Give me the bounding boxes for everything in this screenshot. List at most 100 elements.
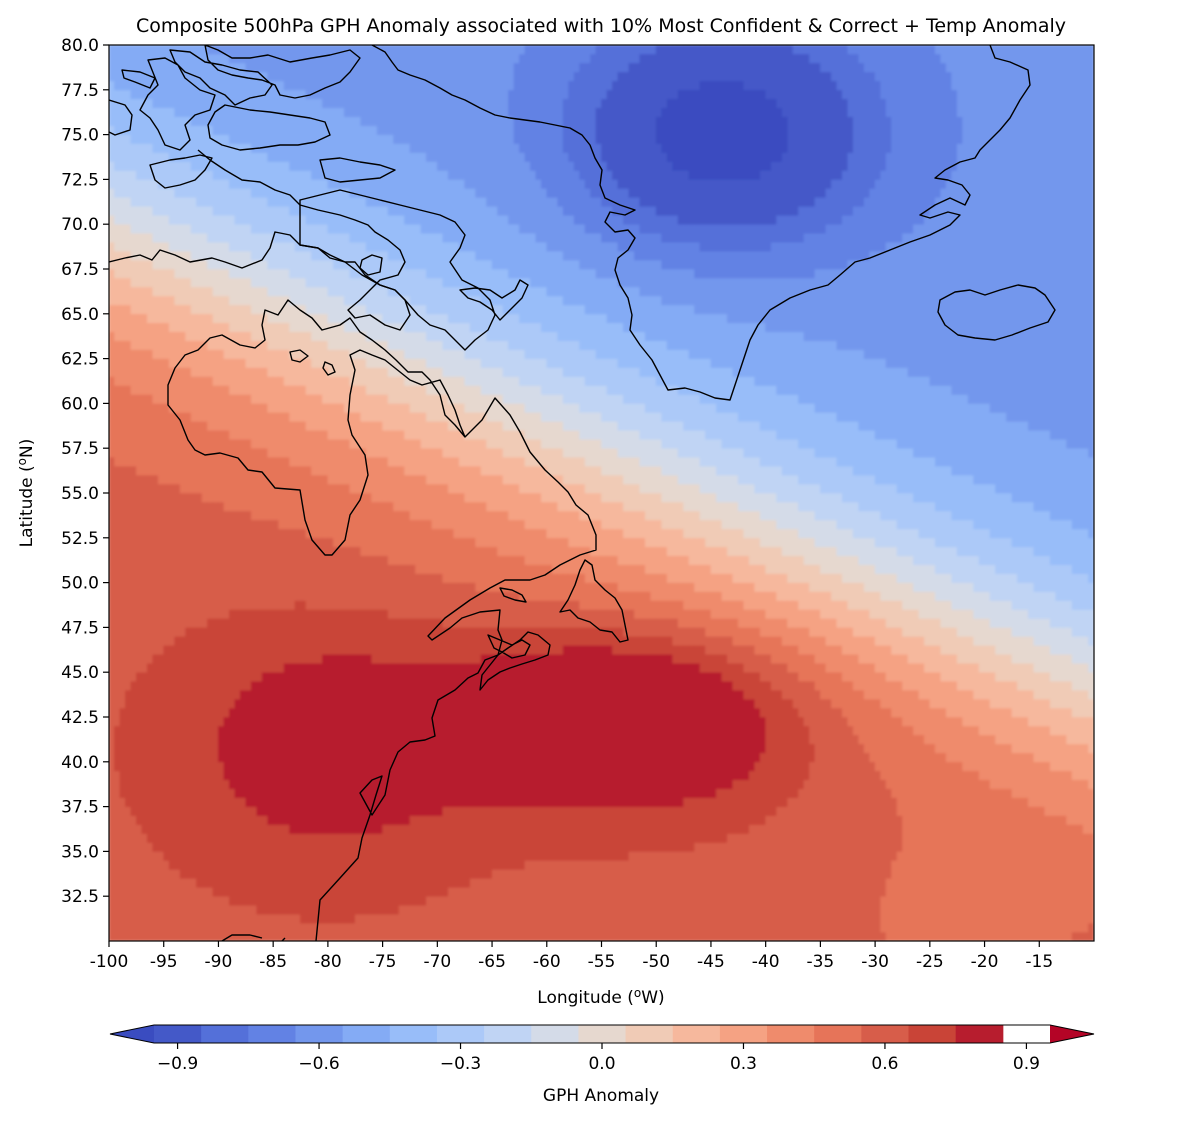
contour-cell xyxy=(333,197,340,207)
contour-cell xyxy=(327,913,334,924)
contour-cell xyxy=(267,331,274,341)
contour-cell xyxy=(338,125,345,135)
contour-cell xyxy=(272,555,279,565)
contour-cell xyxy=(152,134,159,144)
contour-cell xyxy=(218,743,225,754)
contour-cell xyxy=(168,851,175,861)
contour-cell xyxy=(245,223,252,234)
contour-cell xyxy=(376,591,383,601)
contour-cell xyxy=(207,904,214,915)
contour-cell xyxy=(168,877,175,888)
contour-cell xyxy=(223,492,230,503)
contour-cell xyxy=(212,824,219,834)
contour-cell xyxy=(179,779,186,789)
contour-cell xyxy=(283,662,290,673)
contour-cell xyxy=(196,645,203,655)
contour-cell xyxy=(223,376,230,386)
contour-cell xyxy=(344,636,351,646)
contour-cell xyxy=(289,510,296,521)
contour-cell xyxy=(267,429,274,440)
contour-cell xyxy=(157,788,165,798)
contour-cell xyxy=(360,116,367,126)
contour-cell xyxy=(349,232,356,243)
contour-cell xyxy=(157,671,165,682)
contour-cell xyxy=(333,707,340,718)
contour-cell xyxy=(311,627,318,637)
contour-cell xyxy=(311,582,318,592)
contour-cell xyxy=(300,474,307,485)
contour-cell xyxy=(201,98,208,109)
contour-cell xyxy=(229,645,236,655)
contour-cell xyxy=(245,600,252,610)
contour-cell xyxy=(163,734,170,745)
contour-cell xyxy=(272,71,279,82)
contour-cell xyxy=(119,653,126,664)
contour-cell xyxy=(349,519,356,530)
contour-cell xyxy=(360,214,367,225)
contour-cell xyxy=(278,886,285,897)
contour-cell xyxy=(207,842,214,852)
contour-cell xyxy=(152,412,159,422)
contour-cell xyxy=(322,680,329,691)
contour-cell xyxy=(229,474,236,485)
contour-cell xyxy=(201,223,208,234)
contour-cell xyxy=(338,743,345,754)
contour-cell xyxy=(218,716,225,727)
contour-cell xyxy=(179,636,186,646)
contour-cell xyxy=(333,895,340,906)
contour-cell xyxy=(174,241,181,252)
contour-cell xyxy=(109,797,115,807)
contour-cell xyxy=(119,385,126,395)
contour-cell xyxy=(267,349,274,359)
contour-cell xyxy=(256,627,263,637)
contour-cell xyxy=(125,653,132,664)
contour-cell xyxy=(365,707,372,718)
contour-cell xyxy=(240,653,247,664)
contour-cell xyxy=(300,788,307,798)
contour-cell xyxy=(267,376,274,386)
contour-cell xyxy=(333,797,340,807)
contour-cell xyxy=(371,698,378,709)
contour-cell xyxy=(283,582,290,592)
contour-cell xyxy=(294,716,301,727)
contour-cell xyxy=(250,806,258,816)
contour-cell xyxy=(136,438,143,449)
contour-cell xyxy=(207,537,214,548)
contour-cell xyxy=(278,53,285,64)
contour-cell xyxy=(196,806,203,816)
contour-cell xyxy=(185,824,192,834)
contour-cell xyxy=(289,636,296,646)
contour-cell xyxy=(157,689,165,700)
contour-cell xyxy=(267,752,274,763)
contour-cell xyxy=(338,179,345,189)
contour-cell xyxy=(289,98,296,109)
contour-cell xyxy=(311,456,318,467)
contour-cell xyxy=(294,564,301,574)
contour-cell xyxy=(114,725,121,736)
contour-cell xyxy=(119,277,126,288)
contour-cell xyxy=(311,546,318,557)
contour-cell xyxy=(245,277,252,288)
contour-cell xyxy=(305,913,312,924)
contour-cell xyxy=(157,179,165,189)
contour-cell xyxy=(250,877,258,888)
contour-cell xyxy=(152,806,159,816)
contour-cell xyxy=(125,412,132,422)
contour-cell xyxy=(261,125,268,135)
contour-cell xyxy=(316,877,323,888)
contour-cell xyxy=(272,752,279,763)
contour-cell xyxy=(322,62,329,73)
contour-cell xyxy=(218,582,225,592)
contour-cell xyxy=(272,869,279,879)
contour-cell xyxy=(168,564,175,574)
contour-cell xyxy=(229,743,236,754)
contour-cell xyxy=(338,358,345,368)
contour-cell xyxy=(261,214,268,225)
contour-cell xyxy=(229,519,236,530)
contour-cell xyxy=(261,483,268,494)
contour-cell xyxy=(305,259,312,270)
contour-cell xyxy=(267,313,274,324)
contour-cell xyxy=(168,98,175,109)
contour-cell xyxy=(119,456,126,467)
contour-cell xyxy=(333,779,340,789)
